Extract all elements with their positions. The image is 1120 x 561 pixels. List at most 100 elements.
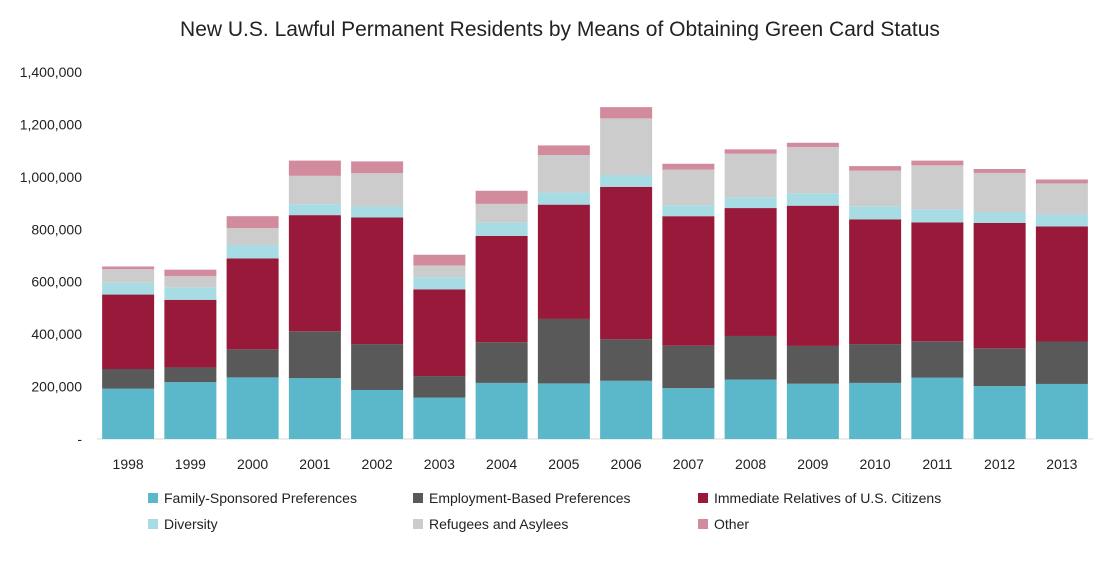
x-tick-label: 2004 bbox=[486, 456, 517, 472]
legend-label: Refugees and Asylees bbox=[429, 516, 569, 532]
bar-segment bbox=[1035, 341, 1088, 384]
y-tick-label: 800,000 bbox=[31, 221, 82, 237]
bar-segment bbox=[786, 345, 839, 384]
bar-segment bbox=[475, 203, 528, 223]
legend-swatch bbox=[413, 493, 423, 503]
legend-item: Refugees and Asylees bbox=[413, 516, 568, 532]
legend-item: Other bbox=[698, 516, 749, 532]
bar-segment bbox=[786, 146, 839, 194]
bar-segment bbox=[102, 266, 155, 270]
legend-label: Diversity bbox=[164, 516, 218, 532]
bar-segment bbox=[102, 388, 155, 439]
bar-segment bbox=[413, 265, 466, 278]
y-tick-label: 1,200,000 bbox=[20, 116, 82, 132]
bar-segment bbox=[1035, 226, 1088, 342]
legend-swatch bbox=[148, 519, 158, 529]
bar-segment bbox=[164, 299, 217, 368]
legend-swatch bbox=[148, 493, 158, 503]
bar-segment bbox=[475, 190, 528, 204]
bar-segment bbox=[973, 168, 1026, 173]
bar-segment bbox=[973, 172, 1026, 213]
bar-segment bbox=[102, 282, 155, 295]
bar-segment bbox=[662, 169, 715, 206]
legend-item: Immediate Relatives of U.S. Citizens bbox=[698, 490, 941, 506]
x-tick-label: 2006 bbox=[611, 456, 642, 472]
bar-segment bbox=[662, 388, 715, 439]
x-tick-label: 2009 bbox=[797, 456, 828, 472]
legend-swatch bbox=[413, 519, 423, 529]
x-tick-label: 1998 bbox=[113, 456, 144, 472]
x-tick-label: 2012 bbox=[984, 456, 1015, 472]
bar-segment bbox=[475, 222, 528, 236]
x-tick-label: 1999 bbox=[175, 456, 206, 472]
legend-label: Family-Sponsored Preferences bbox=[164, 490, 357, 506]
bar-segment bbox=[911, 341, 964, 378]
bar-segment bbox=[973, 348, 1026, 387]
bar-segment bbox=[1035, 179, 1088, 184]
bar-segment bbox=[102, 294, 155, 370]
bar-segment bbox=[662, 205, 715, 217]
legend-label: Other bbox=[714, 516, 750, 532]
bar-segment bbox=[724, 335, 777, 380]
legend-swatch bbox=[698, 493, 708, 503]
bar-segment bbox=[724, 208, 777, 336]
bar-segment bbox=[102, 269, 155, 283]
bar-segment bbox=[1035, 214, 1088, 227]
bar-segment bbox=[973, 212, 1026, 223]
bar-segment bbox=[102, 369, 155, 389]
legend-label: Employment-Based Preferences bbox=[429, 490, 631, 506]
bar-segment bbox=[413, 277, 466, 290]
legend-item: Diversity bbox=[148, 516, 218, 532]
legend-item: Family-Sponsored Preferences bbox=[148, 490, 357, 506]
bar-segment bbox=[164, 382, 217, 439]
bar-segment bbox=[600, 186, 653, 340]
bar-segment bbox=[600, 339, 653, 381]
bar-segment bbox=[226, 227, 279, 246]
legend-item: Employment-Based Preferences bbox=[413, 490, 631, 506]
x-tick-label: 2013 bbox=[1046, 456, 1077, 472]
bar-segment bbox=[164, 367, 217, 383]
x-tick-label: 2011 bbox=[922, 456, 952, 472]
bar-segment bbox=[351, 344, 404, 390]
y-tick-label: 400,000 bbox=[31, 326, 82, 342]
bar-segment bbox=[288, 331, 341, 379]
bar-segment bbox=[786, 205, 839, 346]
y-tick-label: 600,000 bbox=[31, 274, 82, 290]
x-tick-label: 2010 bbox=[860, 456, 891, 472]
bar-segment bbox=[351, 206, 404, 218]
bar-segment bbox=[849, 170, 902, 207]
bar-segment bbox=[475, 382, 528, 439]
bar-segment bbox=[226, 377, 279, 439]
bar-segment bbox=[600, 175, 653, 187]
bar-segment bbox=[226, 216, 279, 228]
bar-segment bbox=[226, 258, 279, 350]
y-tick-label: 200,000 bbox=[31, 379, 82, 395]
bar-segment bbox=[413, 376, 466, 398]
bar-segment bbox=[413, 397, 466, 439]
bar-segment bbox=[537, 318, 590, 384]
bar-segment bbox=[973, 222, 1026, 349]
bar-segment bbox=[1035, 183, 1088, 215]
bar-segment bbox=[226, 349, 279, 378]
x-tick-label: 2008 bbox=[735, 456, 766, 472]
bar-segment bbox=[288, 378, 341, 439]
bar-segment bbox=[475, 235, 528, 343]
bar-segment bbox=[724, 149, 777, 154]
bar-segment bbox=[662, 163, 715, 170]
bar-segment bbox=[413, 289, 466, 377]
bar-segment bbox=[351, 161, 404, 174]
bar-segment bbox=[600, 118, 653, 176]
bar-segment bbox=[475, 342, 528, 383]
plot-area: - 200,000 400,000 600,000 800,000 1,000,000 1,… bbox=[20, 64, 1093, 472]
bar-segment bbox=[164, 276, 217, 288]
bar-segment bbox=[724, 153, 777, 198]
bar-segment bbox=[662, 345, 715, 389]
x-tick-label: 2000 bbox=[237, 456, 268, 472]
bar-segment bbox=[662, 216, 715, 346]
bar-segment bbox=[288, 204, 341, 216]
bar-segment bbox=[849, 219, 902, 345]
x-tick-label: 2005 bbox=[548, 456, 579, 472]
bar-segment bbox=[786, 142, 839, 147]
bar-segment bbox=[911, 160, 964, 166]
